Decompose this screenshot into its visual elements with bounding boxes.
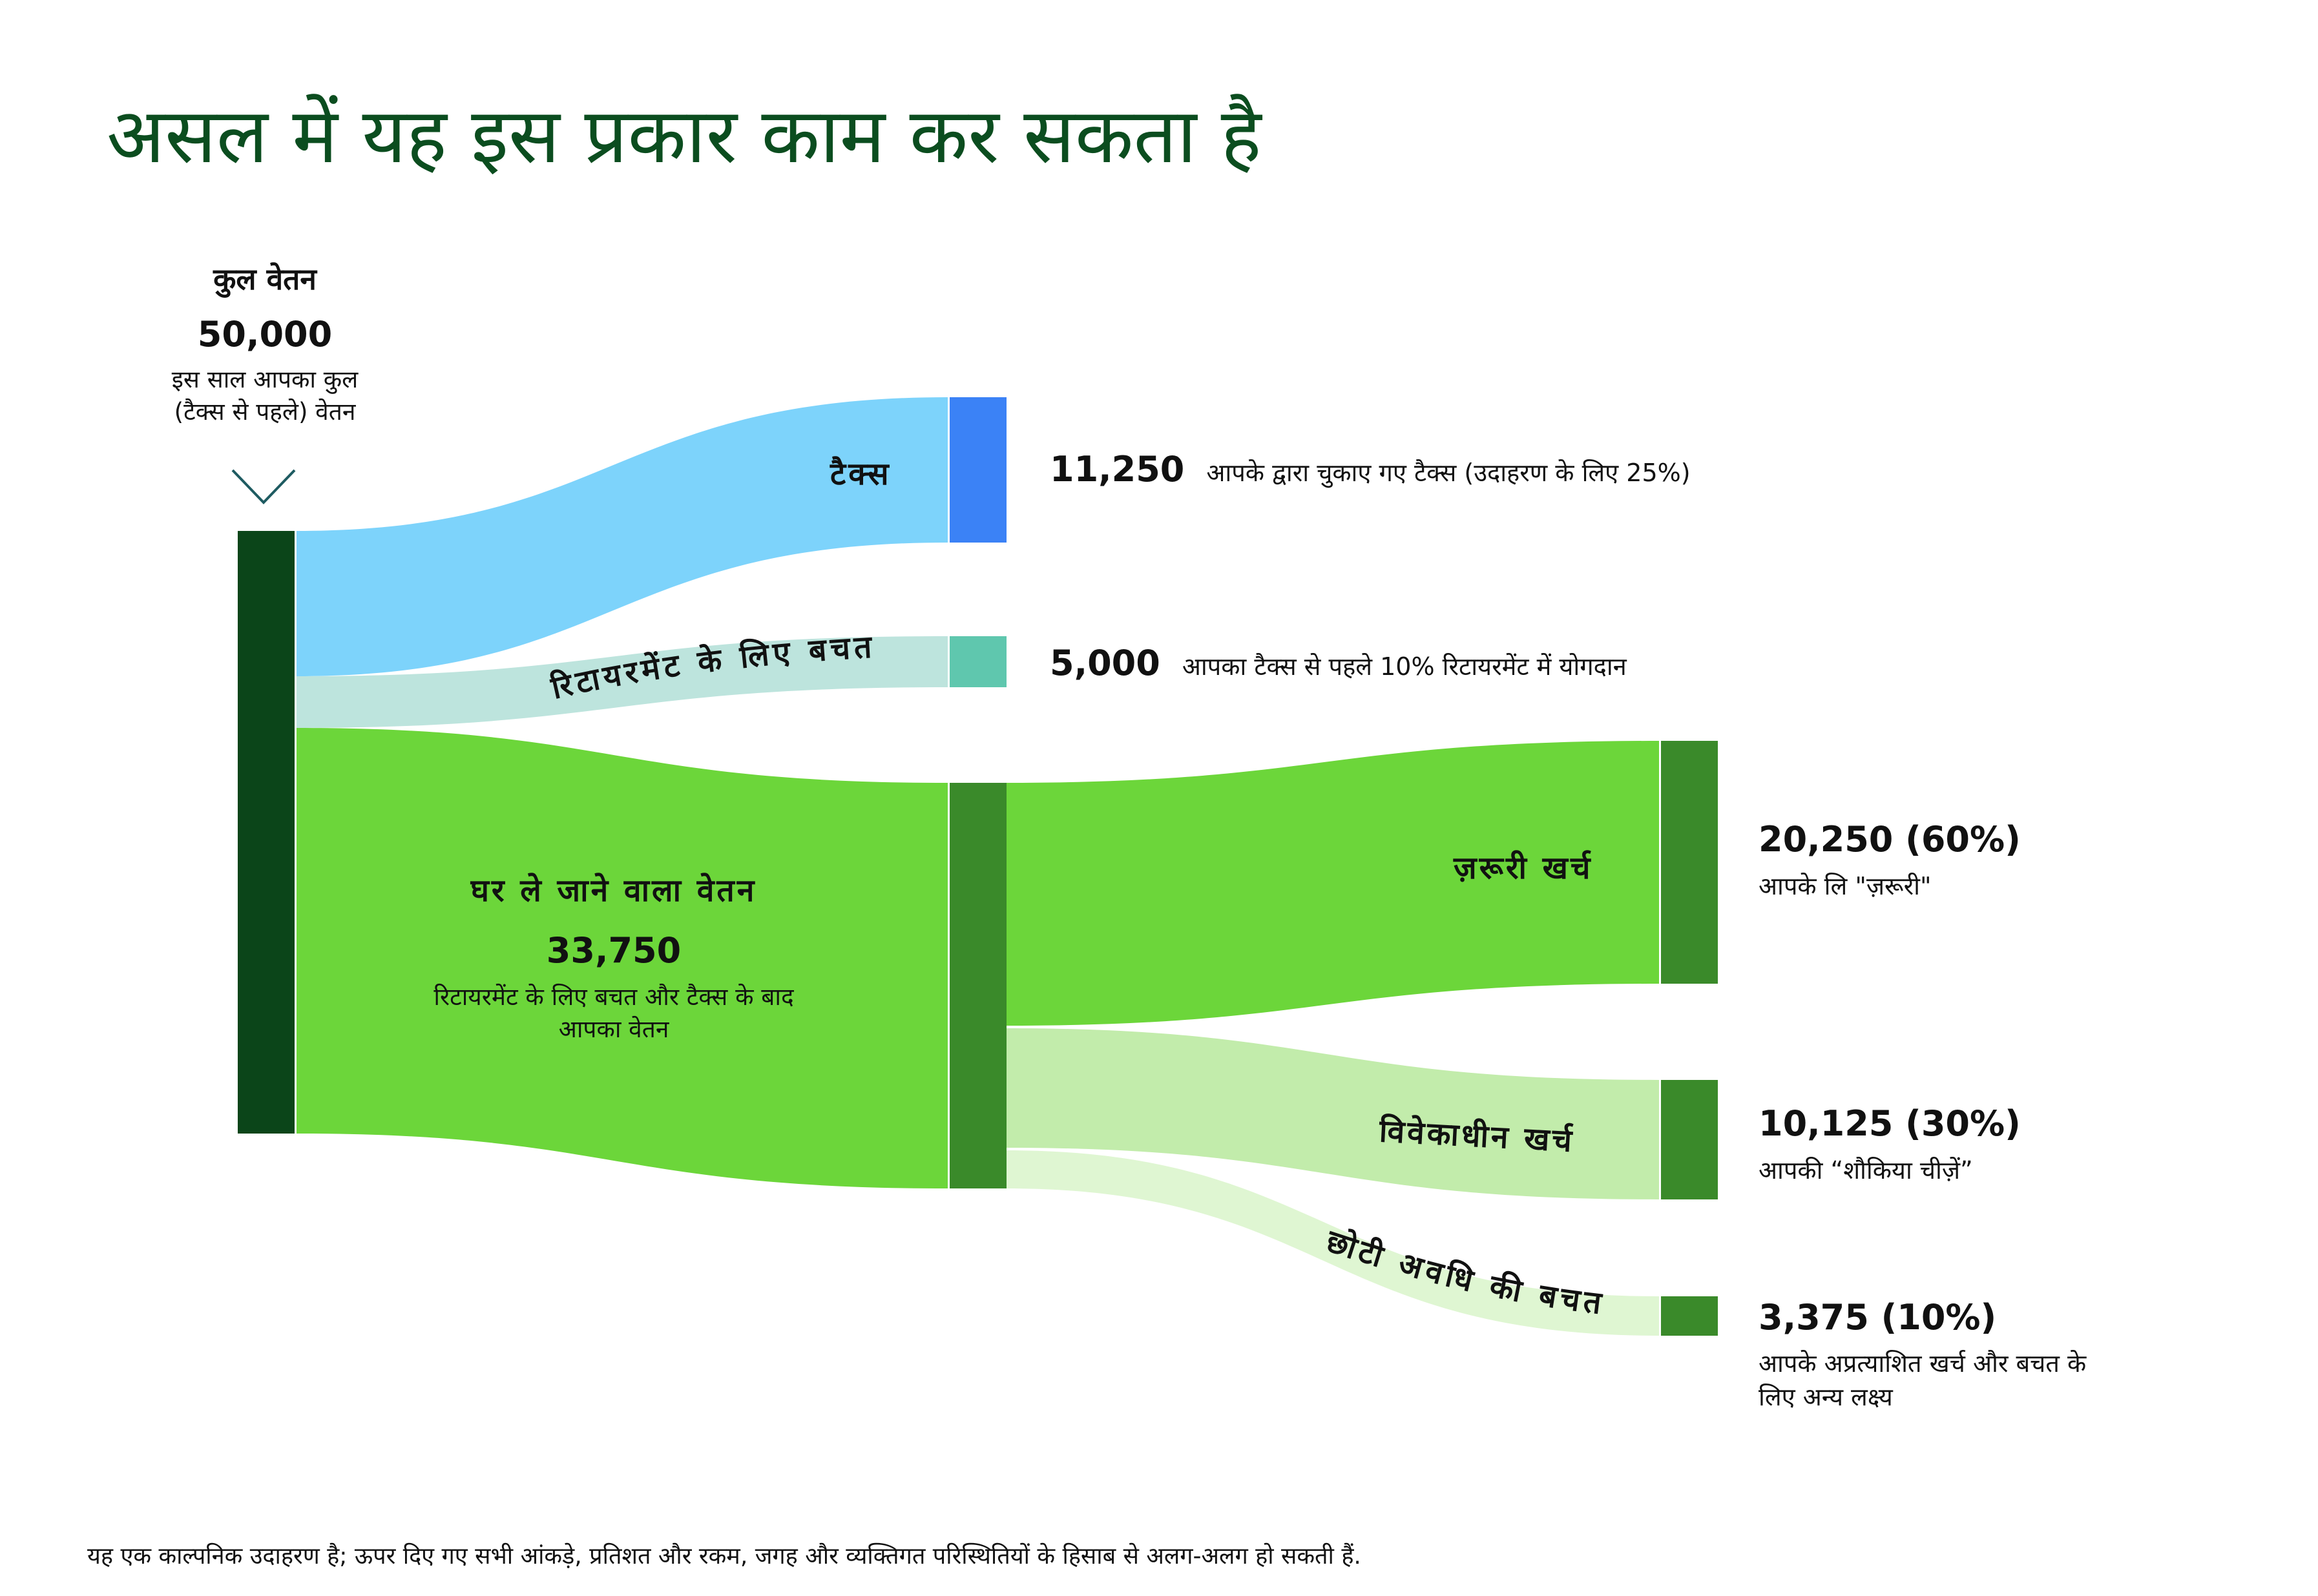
tax-flow [297,397,948,676]
tax-amount: 11,250 [1050,449,1185,490]
takehome-flow [297,728,948,1188]
takehome-desc-1: रिटायरमेंट के लिए बचत और टैक्स के बाद [433,983,794,1011]
retirement-desc: आपका टैक्स से पहले 10% रिटायरमेंट में यो… [1182,652,1627,681]
retirement-flow [297,636,948,728]
takehome-label: घर ले जाने वाला वेतन [470,873,757,909]
takehome-desc-2: आपका वेतन [558,1015,669,1043]
essentials-output: 20,250 (60%) आपके लि "ज़रूरी" [1759,819,2021,902]
tax-bar [950,397,1007,543]
takehome-amount: 33,750 [546,930,682,971]
retirement-amount: 5,000 [1050,643,1160,683]
essentials-amount: 20,250 (60%) [1759,819,2021,860]
shortterm-flow [1006,1150,1659,1336]
discretionary-bar [1661,1080,1718,1199]
page-title: असल में यह इस प्रकार काम कर सकता है [107,91,1262,180]
tax-output: 11,250 आपके द्वारा चुकाए गए टैक्स (उदाहर… [1050,449,1691,490]
takehome-bar [950,783,1007,1188]
gross-salary-desc-1: इस साल आपका कुल [171,366,359,393]
retirement-bar [950,636,1007,687]
essentials-flow-label: ज़रूरी खर्च [1454,850,1593,886]
retirement-output: 5,000 आपका टैक्स से पहले 10% रिटायरमेंट … [1050,643,1627,683]
shortterm-desc-1: आपके अप्रत्याशित खर्च और बचत के [1759,1349,2087,1378]
gross-salary-amount: 50,000 [197,314,333,355]
discretionary-output: 10,125 (30%) आपकी “शौकिया चीज़ें” [1759,1103,2021,1187]
gross-salary-desc-2: (टैक्स से पहले) वेतन [174,398,356,426]
essentials-flow [1006,741,1659,1026]
shortterm-desc-2: लिए अन्य लक्ष्य [1759,1383,1893,1411]
discretionary-flow [1006,1028,1659,1199]
essentials-desc: आपके लि "ज़रूरी" [1759,872,1932,900]
footnote: यह एक काल्पनिक उदाहरण है; ऊपर दिए गए सभी… [87,1543,1361,1570]
shortterm-bar [1661,1296,1718,1336]
discretionary-amount: 10,125 (30%) [1759,1103,2021,1144]
gross-salary-label: कुल वेतन [213,262,317,296]
chevron-down-icon [231,469,296,504]
essentials-bar [1661,741,1718,984]
shortterm-output: 3,375 (10%) आपके अप्रत्याशित खर्च और बचत… [1759,1297,2086,1414]
discretionary-desc: आपकी “शौकिया चीज़ें” [1759,1156,1973,1185]
takehome-block: घर ले जाने वाला वेतन 33,750 रिटायरमेंट क… [362,869,866,1046]
shortterm-amount: 3,375 (10%) [1759,1297,1997,1338]
tax-flow-label: टैक्स [830,456,892,492]
gross-salary-block: कुल वेतन 50,000 इस साल आपका कुल (टैक्स स… [129,258,401,428]
tax-desc: आपके द्वारा चुकाए गए टैक्स (उदाहरण के लि… [1206,459,1691,487]
gross-salary-bar [238,531,295,1134]
